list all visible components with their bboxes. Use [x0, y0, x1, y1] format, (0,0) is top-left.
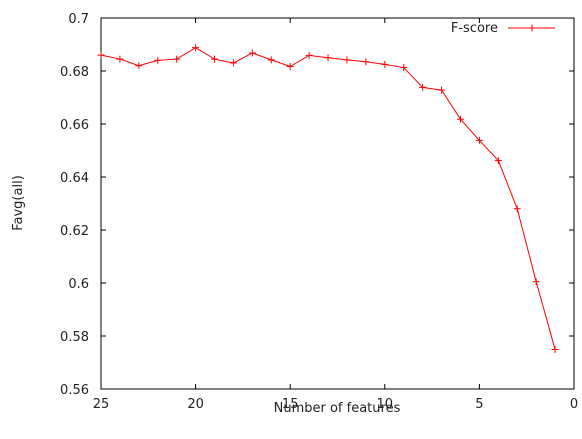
data-point [513, 205, 521, 213]
data-point [532, 278, 540, 286]
y-tick-label: 0.6 [68, 277, 89, 292]
data-point [305, 51, 313, 59]
data-point [286, 62, 294, 70]
plot-frame [100, 17, 575, 390]
x-tick-label: 10 [377, 397, 394, 412]
data-point [135, 62, 143, 70]
y-tick-label: 0.58 [60, 330, 89, 345]
x-tick-label: 20 [187, 397, 204, 412]
data-point [475, 136, 483, 144]
data-point [456, 115, 464, 123]
data-point [551, 346, 559, 354]
data-point [381, 60, 389, 68]
y-tick-label: 0.62 [60, 224, 89, 239]
data-point [494, 157, 502, 165]
data-point [248, 49, 256, 57]
series-layer [97, 44, 559, 354]
x-axis-title: Number of features [274, 401, 401, 416]
x-tick-label: 25 [93, 397, 110, 412]
y-tick-label: 0.66 [60, 118, 89, 133]
data-point [211, 55, 219, 63]
data-point [438, 86, 446, 94]
y-axis-title: Favg(all) [11, 175, 26, 231]
data-point [97, 51, 105, 59]
y-tick-label: 0.56 [60, 383, 89, 398]
series-line [100, 47, 556, 350]
y-tick-label: 0.7 [68, 12, 89, 27]
legend-label: F-score [451, 21, 498, 36]
y-axis: 0.56 0.58 0.6 0.62 0.64 0.66 0.68 0.7 [60, 12, 574, 398]
data-point [324, 54, 332, 62]
data-point [400, 64, 408, 72]
data-point [267, 56, 275, 64]
data-point [362, 58, 370, 66]
data-point [192, 44, 200, 52]
data-point [116, 55, 124, 63]
legend: F-score [451, 21, 555, 36]
x-tick-label: 0 [570, 397, 578, 412]
x-axis: 25 20 15 10 5 0 [93, 18, 578, 412]
data-point [154, 56, 162, 64]
legend-marker [528, 24, 536, 32]
data-point [419, 83, 427, 91]
y-tick-label: 0.68 [60, 65, 89, 80]
x-tick-label: 5 [475, 397, 483, 412]
data-point [343, 56, 351, 64]
y-tick-label: 0.64 [60, 171, 89, 186]
data-point [173, 55, 181, 63]
data-point [229, 59, 237, 67]
x-tick-label: 15 [282, 397, 299, 412]
